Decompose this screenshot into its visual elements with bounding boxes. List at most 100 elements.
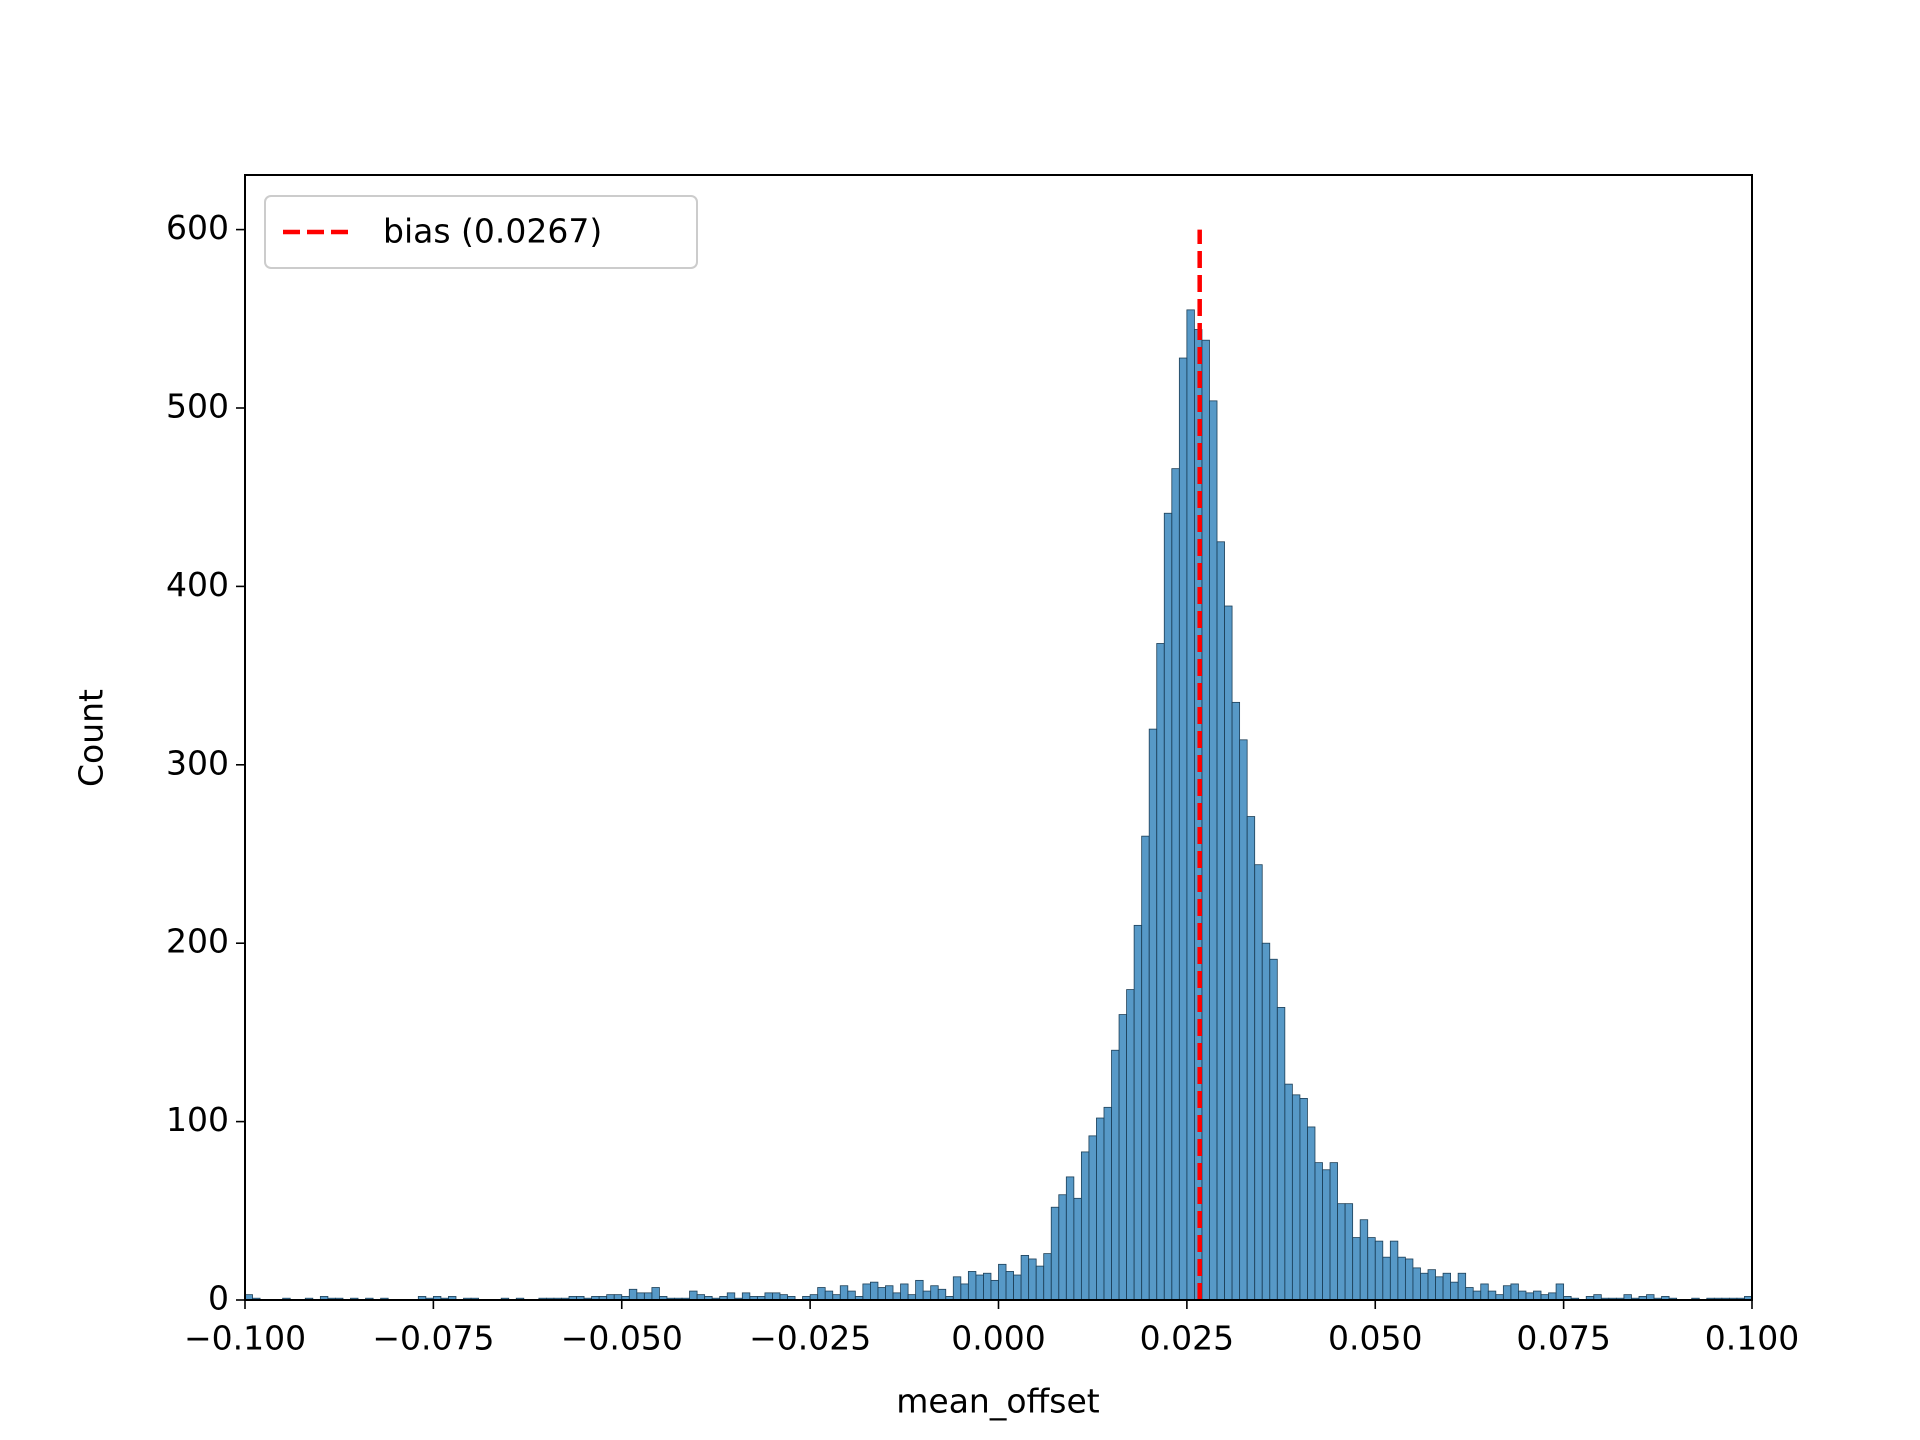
bar [1307, 1126, 1316, 1301]
bar [839, 1285, 849, 1301]
y-tick-label: 500 [166, 386, 229, 425]
bar [1276, 1007, 1286, 1301]
bar [1133, 924, 1143, 1301]
bar [1096, 1117, 1105, 1301]
bar [1329, 1162, 1338, 1301]
bar [1239, 739, 1248, 1301]
bar [1465, 1287, 1474, 1301]
bar [1088, 1135, 1097, 1301]
bar [967, 1271, 977, 1301]
bar [1382, 1256, 1391, 1301]
bar [1171, 468, 1180, 1301]
bar [1472, 1290, 1482, 1301]
bar [1126, 989, 1135, 1301]
plot-frame [244, 174, 1753, 1301]
bar [915, 1279, 924, 1301]
bar [1442, 1272, 1451, 1301]
bar [1224, 605, 1233, 1301]
y-tick-label: 300 [166, 743, 229, 782]
bar [1073, 1197, 1082, 1301]
bar [1028, 1258, 1037, 1301]
bar [1291, 1094, 1301, 1301]
bar [726, 1292, 736, 1301]
legend-box [264, 195, 698, 269]
bar [772, 1292, 781, 1301]
bar [1156, 643, 1165, 1301]
bar [1231, 701, 1241, 1301]
bar [1216, 541, 1225, 1301]
y-tick-label: 0 [208, 1279, 229, 1318]
x-tick-label: 0.075 [1516, 1319, 1610, 1358]
bar [892, 1292, 901, 1301]
bar [952, 1276, 962, 1301]
bar [1457, 1272, 1467, 1301]
bar [1254, 864, 1263, 1301]
bar [877, 1287, 886, 1301]
bar [1314, 1162, 1323, 1301]
bar [998, 1263, 1007, 1301]
bar [1427, 1269, 1436, 1301]
bar [1404, 1258, 1414, 1301]
bar [1299, 1098, 1308, 1301]
bar [1367, 1237, 1376, 1301]
bar [1525, 1292, 1534, 1301]
bar [1518, 1290, 1527, 1301]
bar [1043, 1253, 1052, 1301]
x-tick-label: −0.025 [749, 1319, 871, 1358]
bar [1533, 1290, 1542, 1301]
bar [1450, 1281, 1459, 1301]
bar [983, 1272, 992, 1301]
bar [1209, 400, 1218, 1301]
bar [1548, 1292, 1557, 1301]
bar [1502, 1285, 1512, 1301]
bar [1103, 1106, 1112, 1301]
bar [1201, 339, 1210, 1301]
bar [1487, 1290, 1497, 1301]
bar [1269, 958, 1278, 1301]
bar [1013, 1274, 1022, 1301]
bar [1352, 1237, 1361, 1301]
x-tick-label: 0.000 [951, 1319, 1045, 1358]
bar [862, 1283, 871, 1301]
bar [1163, 512, 1173, 1301]
x-tick-label: 0.050 [1328, 1319, 1422, 1358]
bar [1050, 1206, 1060, 1301]
bar [1284, 1083, 1293, 1301]
x-tick-label: 0.025 [1140, 1319, 1234, 1358]
bar [870, 1281, 879, 1301]
bar [1359, 1219, 1369, 1301]
bar [689, 1290, 698, 1301]
x-tick-label: −0.100 [184, 1319, 306, 1358]
bar [1065, 1176, 1075, 1301]
bar [1261, 942, 1271, 1301]
bar [937, 1288, 947, 1301]
bar [741, 1292, 751, 1301]
bar [1058, 1194, 1067, 1301]
bar [990, 1279, 999, 1301]
bar [1389, 1240, 1399, 1301]
bar [922, 1290, 932, 1301]
bar [1344, 1203, 1354, 1301]
bar [824, 1290, 834, 1301]
bar [1020, 1254, 1030, 1301]
bar [1005, 1271, 1014, 1301]
bar [628, 1288, 638, 1301]
bar [885, 1285, 894, 1301]
bar [643, 1292, 653, 1301]
bar [1035, 1265, 1045, 1301]
bar [1397, 1256, 1406, 1301]
bar [900, 1283, 909, 1301]
legend-label: bias (0.0267) [383, 212, 602, 251]
bar [1322, 1169, 1331, 1301]
bar [1555, 1283, 1565, 1301]
bar [847, 1290, 856, 1301]
bar [1420, 1272, 1429, 1301]
bar [1246, 816, 1256, 1301]
bar [930, 1285, 939, 1301]
bar [1178, 357, 1188, 1301]
bar [1412, 1267, 1421, 1301]
x-tick-label: −0.050 [561, 1319, 683, 1358]
y-tick-label: 600 [166, 208, 229, 247]
bar [1186, 309, 1195, 1301]
bar [1510, 1283, 1519, 1301]
